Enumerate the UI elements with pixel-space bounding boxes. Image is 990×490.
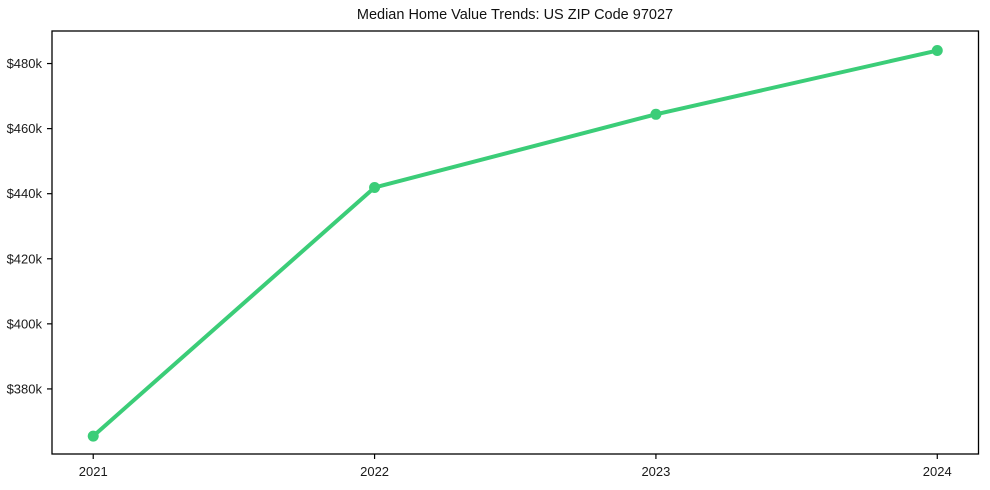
chart-title: Median Home Value Trends: US ZIP Code 97… [356, 7, 674, 23]
y-axis-tick-label: $380k [7, 381, 43, 396]
y-axis-tick-label: $400k [7, 316, 43, 331]
data-point-2023 [650, 108, 662, 120]
trend-line [91, 48, 940, 439]
x-axis-tick-label: 2022 [360, 464, 389, 479]
y-axis-tick-label: $440k [7, 186, 43, 201]
data-point-2024 [931, 45, 943, 57]
data-point-2022 [369, 182, 381, 194]
y-axis-tick-label: $420k [7, 251, 43, 266]
y-axis-tick-label: $460k [7, 121, 43, 136]
x-axis-tick-label: 2023 [641, 464, 670, 479]
y-axis-tick-label: $480k [7, 56, 43, 71]
data-point-2021 [87, 430, 99, 442]
plot-border [51, 30, 980, 455]
x-axis-tick-label: 2021 [79, 464, 108, 479]
x-axis-tick-label: 2024 [923, 464, 952, 479]
